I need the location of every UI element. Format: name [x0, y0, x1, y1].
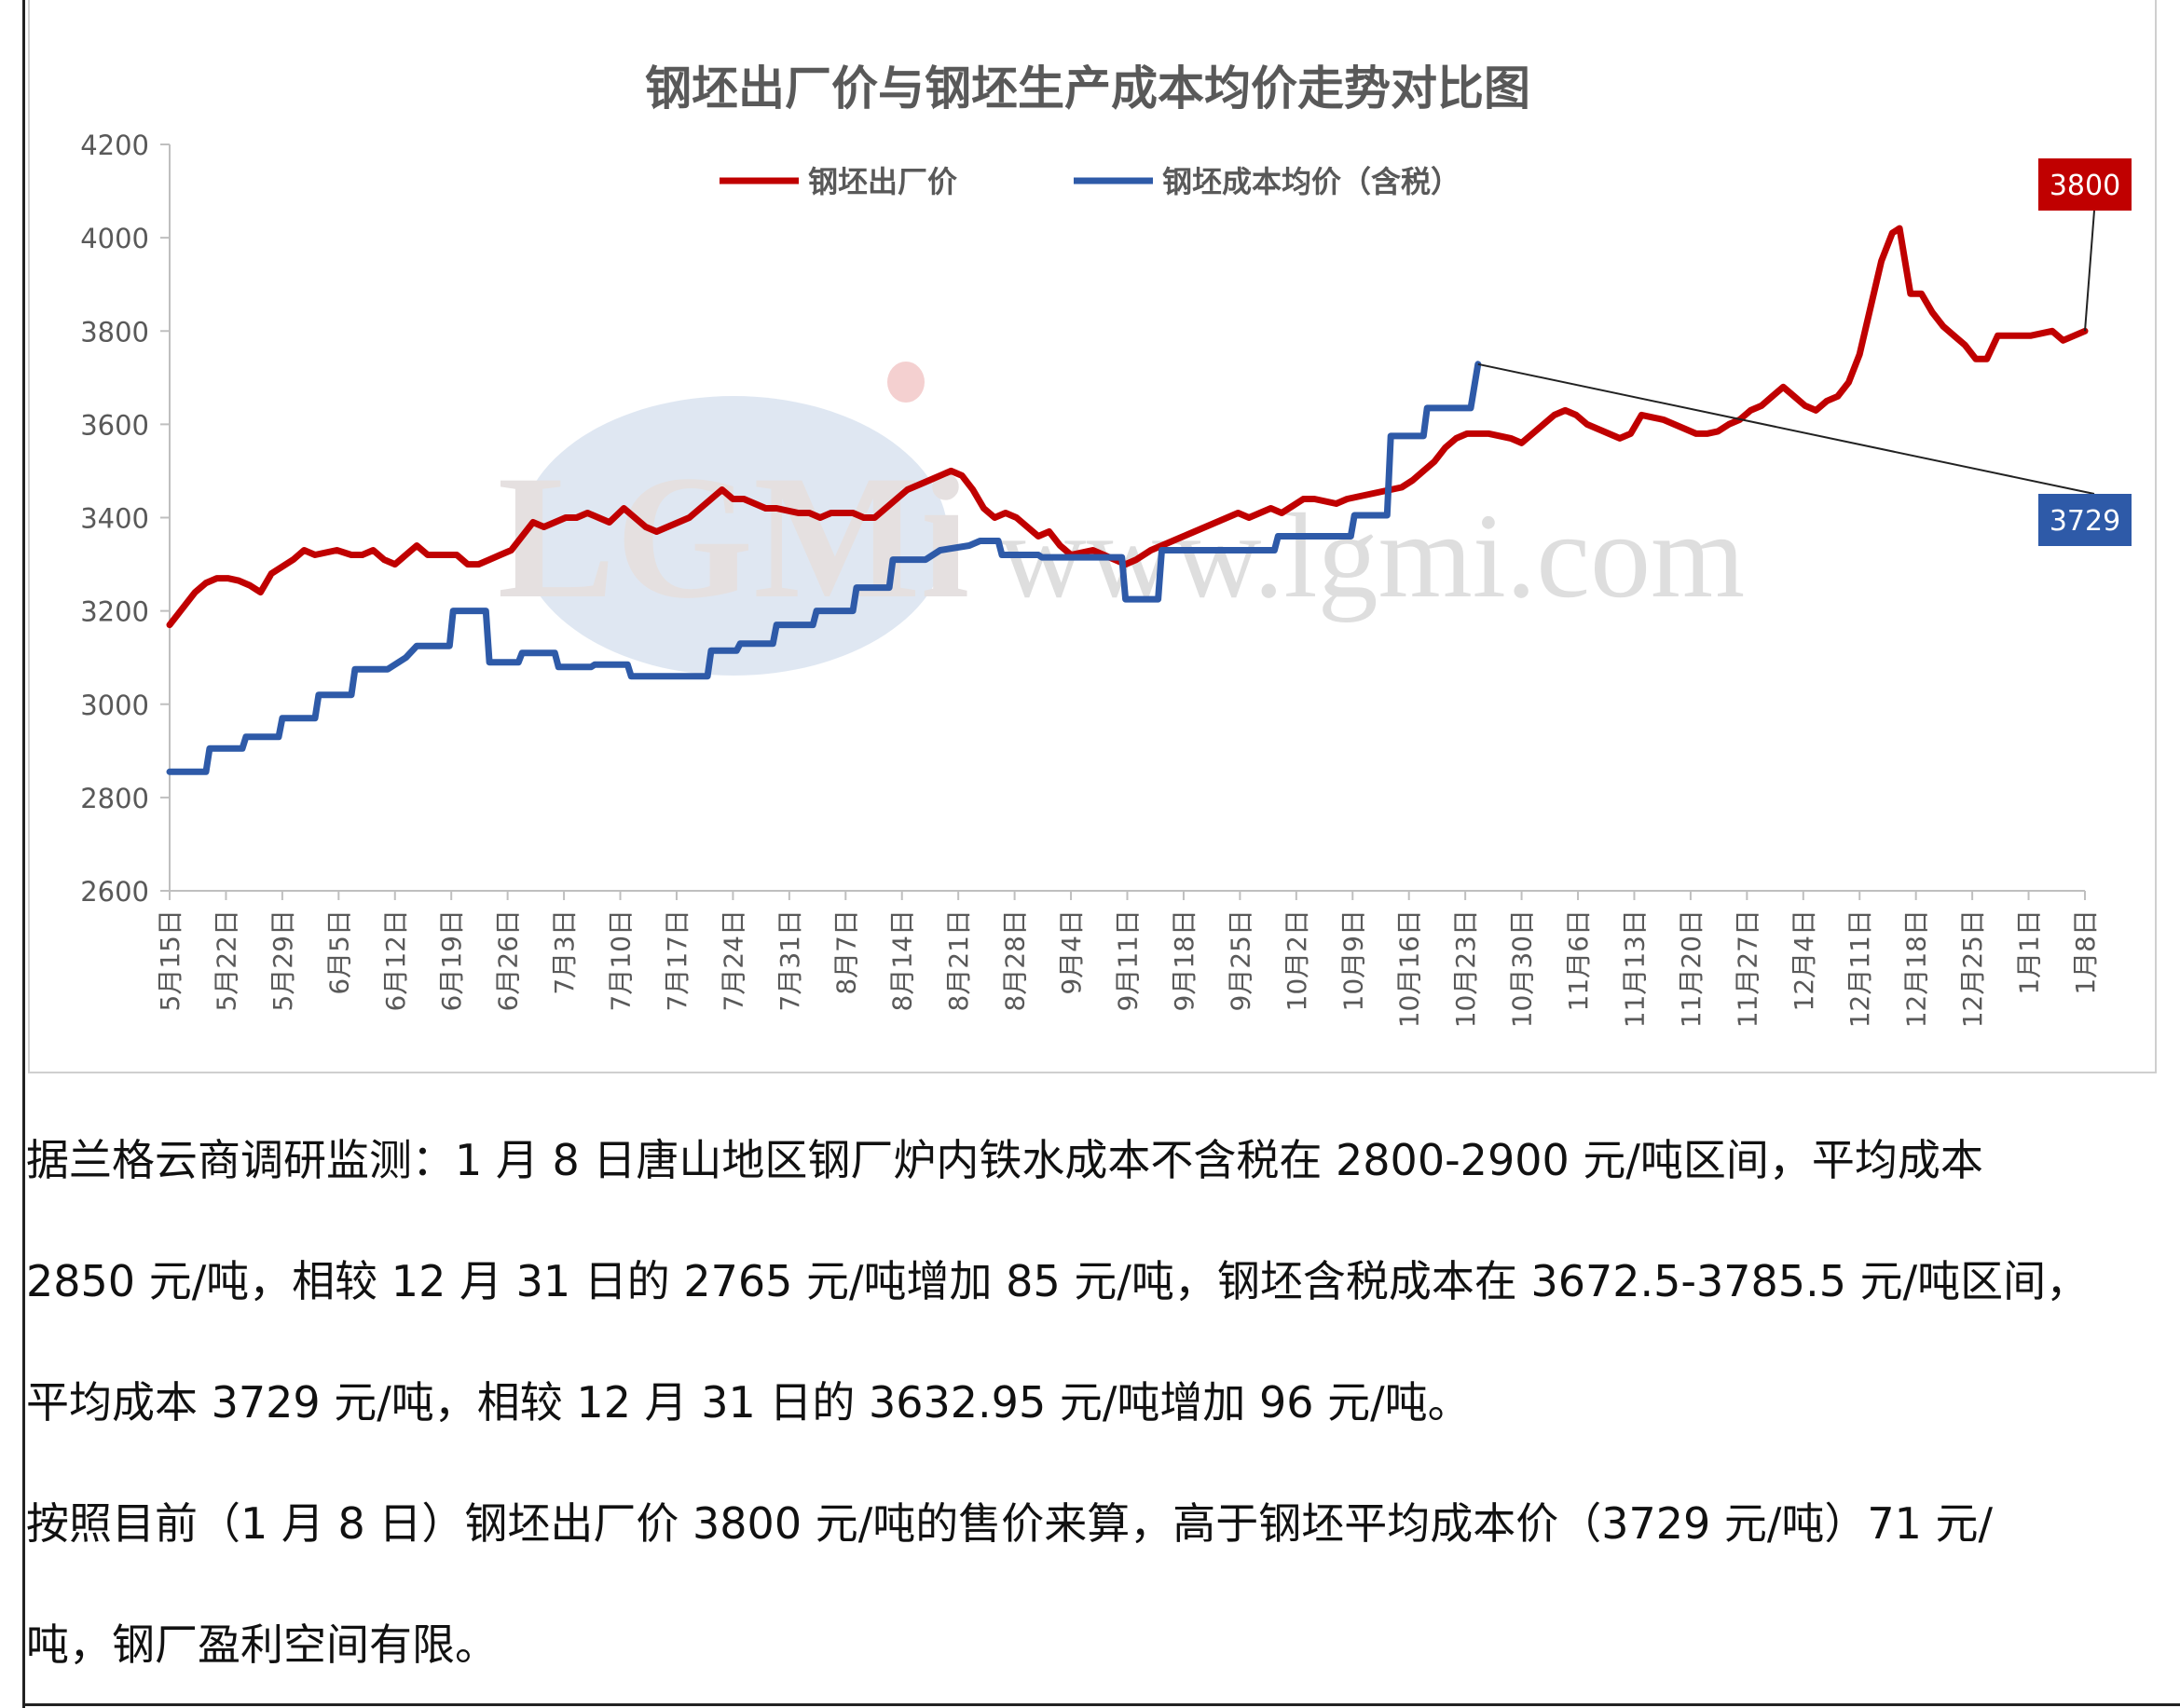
series-line-price — [166, 225, 2089, 629]
x-tick-label: 11月20日 — [1676, 909, 1707, 1028]
y-tick-label: 2600 — [80, 876, 149, 908]
end-label-text: 3729 — [2050, 505, 2120, 538]
chart-container: LGMi www.lgmi.com 钢坯出厂价与钢坯生产成本均价走势对比图 钢坯… — [28, 0, 2157, 1073]
x-tick-label: 7月31日 — [775, 909, 805, 1011]
y-tick-label: 3200 — [80, 596, 149, 628]
paragraph-5: 吨，钢厂盈利空间有限。 — [26, 1619, 498, 1670]
end-label-text: 3800 — [2050, 170, 2120, 202]
end-label-box — [2038, 494, 2132, 546]
y-tick-label: 2800 — [80, 783, 149, 814]
end-label-leader — [1477, 362, 2095, 495]
x-tick-label: 1月1日 — [2014, 909, 2045, 995]
x-tick-label: 10月30日 — [1507, 909, 1538, 1028]
paragraph-2: 2850 元/吨，相较 12 月 31 日的 2765 元/吨增加 85 元/吨… — [26, 1256, 2090, 1306]
x-tick-label: 12月18日 — [1901, 909, 1932, 1028]
legend-label-price: 钢坯出厂价 — [808, 164, 957, 199]
y-tick-label: 3600 — [80, 409, 149, 441]
chart-legend: 钢坯出厂价 钢坯成本均价（含税） — [720, 164, 1460, 199]
x-tick-label: 9月18日 — [1169, 909, 1200, 1011]
x-tick-label: 12月25日 — [1957, 909, 1988, 1028]
paragraph-4: 按照目前（1 月 8 日）钢坯出厂价 3800 元/吨的售价来算，高于钢坯平均成… — [26, 1498, 1994, 1549]
x-tick-label: 7月17日 — [662, 909, 692, 1011]
y-tick-label: 3800 — [80, 316, 149, 348]
x-tick-label: 5月29日 — [267, 909, 298, 1011]
x-tick-label: 6月5日 — [323, 909, 354, 995]
chart-axes: 4200 4000 3800 3600 3400 3200 3000 2800 26005月15… — [80, 130, 2101, 1028]
x-tick-label: 6月26日 — [493, 909, 524, 1011]
x-tick-label: 8月7日 — [830, 909, 861, 995]
x-tick-label: 10月9日 — [1337, 909, 1368, 1011]
chart: LGMi www.lgmi.com 钢坯出厂价与钢坯生产成本均价走势对比图 钢坯… — [80, 61, 2132, 1028]
x-tick-label: 10月16日 — [1394, 909, 1425, 1028]
end-label-box — [2038, 158, 2132, 211]
x-tick-label: 1月8日 — [2070, 909, 2101, 995]
chart-title: 钢坯出厂价与钢坯生产成本均价走势对比图 — [645, 61, 1530, 116]
legend-label-cost: 钢坯成本均价（含税） — [1162, 164, 1460, 199]
watermark-logo-dot — [887, 362, 925, 403]
x-tick-label: 7月3日 — [549, 909, 580, 995]
y-tick-label: 3000 — [80, 690, 149, 721]
watermark-logo-ellipse — [519, 396, 948, 676]
x-tick-label: 6月12日 — [380, 909, 411, 1011]
x-tick-label: 8月21日 — [943, 909, 974, 1011]
x-tick-label: 10月23日 — [1450, 909, 1481, 1028]
x-tick-label: 8月14日 — [887, 909, 918, 1011]
paragraph-1: 据兰格云商调研监测：1 月 8 日唐山地区钢厂炉内铁水成本不含税在 2800-2… — [26, 1135, 1983, 1185]
x-tick-label: 11月13日 — [1619, 909, 1650, 1028]
chart-plot: 3800 3729 — [166, 158, 2132, 775]
y-tick-label: 4000 — [80, 223, 149, 254]
x-tick-label: 11月27日 — [1732, 909, 1762, 1028]
x-tick-label: 5月22日 — [211, 909, 241, 1011]
y-tick-label: 3400 — [80, 503, 149, 535]
watermark-logo-text: LGMi — [498, 440, 970, 635]
frame-bottom-border — [22, 1703, 2180, 1706]
x-tick-label: 10月2日 — [1282, 909, 1312, 1011]
x-tick-label: 9月25日 — [1225, 909, 1255, 1011]
x-tick-label: 11月6日 — [1563, 909, 1594, 1011]
paragraph-3: 平均成本 3729 元/吨，相较 12 月 31 日的 3632.95 元/吨增… — [26, 1377, 1471, 1428]
x-tick-label: 12月4日 — [1789, 909, 1819, 1011]
x-tick-label: 5月15日 — [155, 909, 185, 1011]
x-tick-label: 8月28日 — [1000, 909, 1031, 1011]
series-line-cost — [166, 361, 1482, 775]
watermark: LGMi www.lgmi.com — [498, 362, 1745, 676]
x-tick-label: 9月4日 — [1056, 909, 1087, 995]
y-tick-label: 4200 — [80, 130, 149, 161]
x-tick-label: 7月24日 — [718, 909, 748, 1011]
frame-left-border — [22, 0, 25, 1708]
x-tick-label: 9月11日 — [1113, 909, 1144, 1011]
x-tick-label: 6月19日 — [436, 909, 467, 1011]
end-label-leader — [2084, 210, 2095, 332]
x-tick-label: 12月11日 — [1844, 909, 1875, 1028]
x-tick-label: 7月10日 — [606, 909, 637, 1011]
